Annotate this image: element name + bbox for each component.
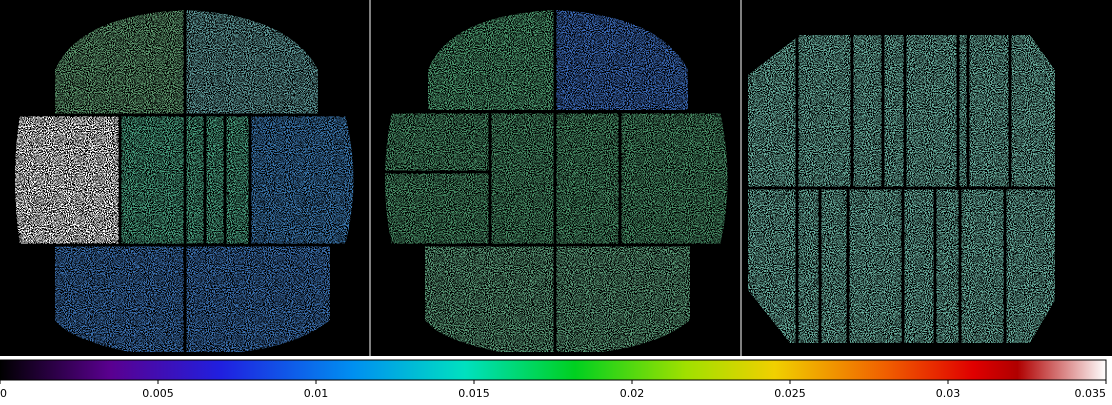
colorbar-tick-label: 0 (0, 387, 7, 400)
colorbar-ticks: 0 0.005 0.01 0.015 0.02 0.025 0.03 0.035 (0, 380, 1107, 400)
colorbar-tick-label: 0.035 (1075, 387, 1107, 400)
colorbar (0, 359, 1107, 381)
colorbar-tick-label: 0.03 (936, 387, 961, 400)
colorbar-tick-label: 0.01 (304, 387, 329, 400)
colorbar-tick-label: 0.02 (620, 387, 645, 400)
colorbar-tick-label: 0.025 (774, 387, 806, 400)
colorbar-tick-label: 0.015 (458, 387, 490, 400)
detector-panel-2 (385, 10, 728, 352)
chip-gaps (15, 10, 1055, 352)
colorbar-tick-label: 0.005 (142, 387, 174, 400)
